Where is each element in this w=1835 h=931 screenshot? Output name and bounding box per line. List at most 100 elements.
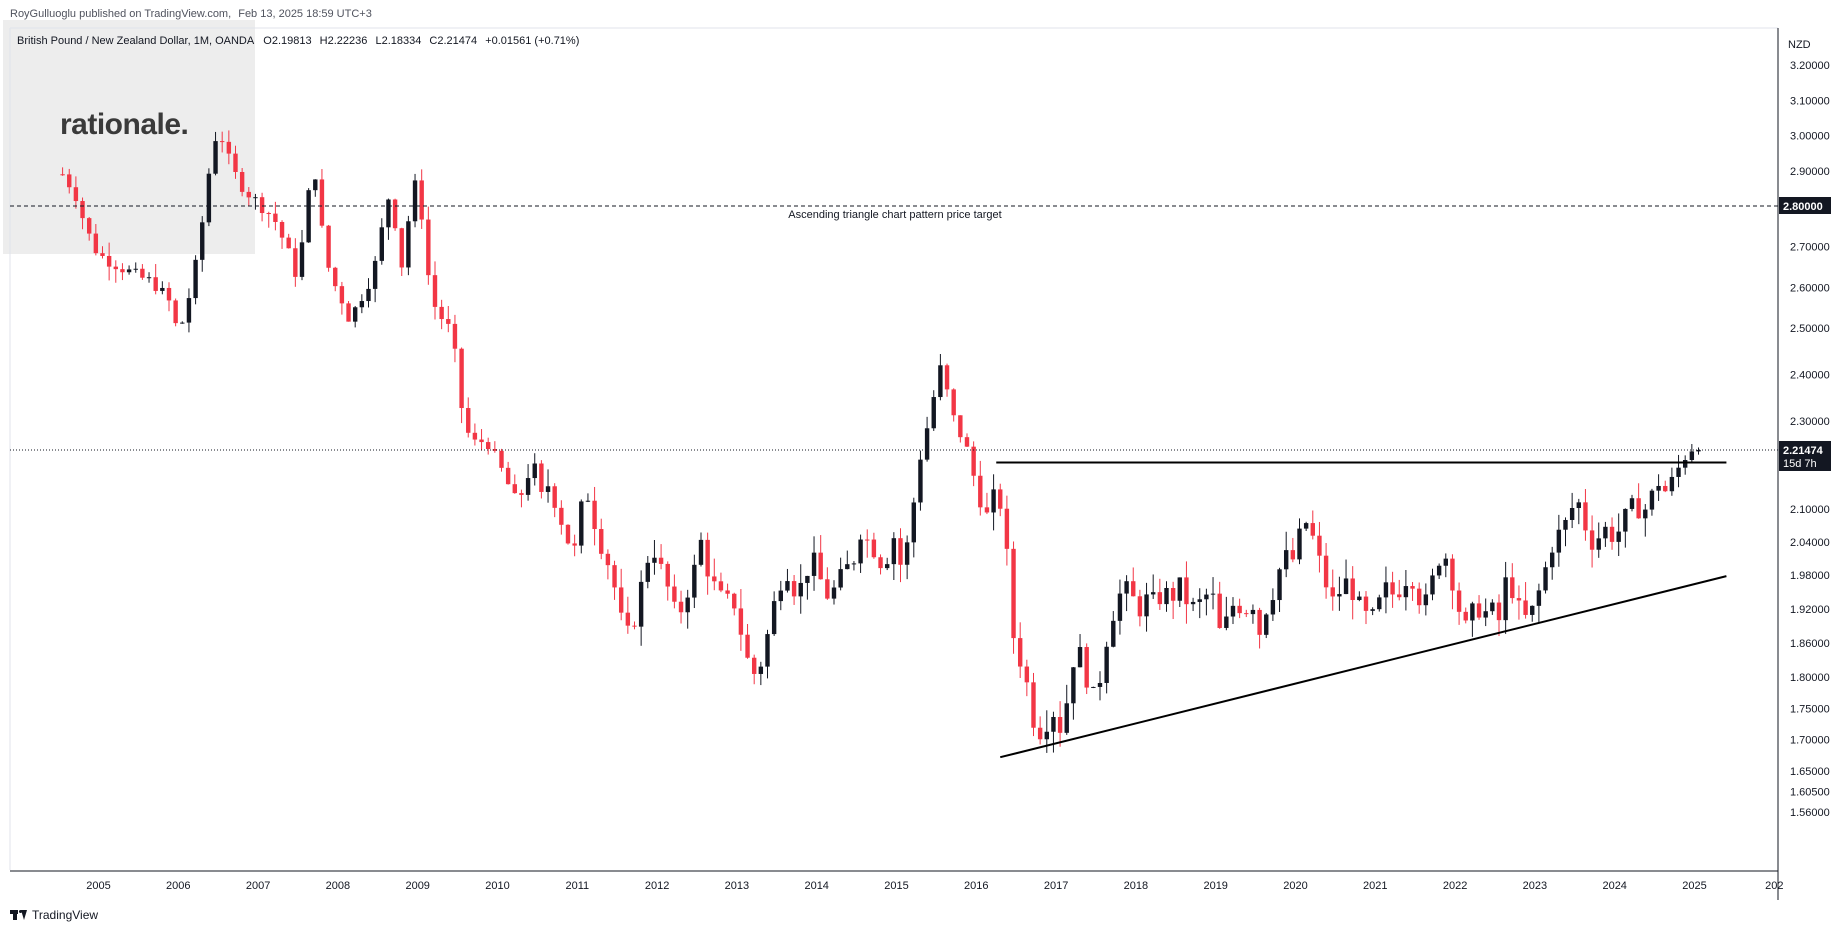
candle-body: [106, 255, 112, 267]
candle: [525, 464, 531, 501]
candle: [505, 461, 511, 485]
candle: [884, 557, 890, 571]
candle-body: [1283, 550, 1289, 570]
candle-body: [765, 634, 770, 667]
candle-body: [1696, 449, 1701, 452]
candle: [1569, 492, 1575, 529]
candle: [60, 167, 65, 176]
candle: [166, 282, 172, 312]
candle: [825, 567, 830, 600]
candle-body: [113, 266, 118, 270]
candle: [718, 572, 724, 593]
candle-body: [160, 287, 165, 291]
candle: [618, 568, 624, 621]
candle: [1124, 575, 1129, 612]
candle-body: [1569, 508, 1575, 520]
candle: [871, 532, 877, 559]
candle-body: [313, 179, 318, 191]
candle: [1077, 634, 1083, 668]
candle-body: [545, 486, 551, 492]
candle-body: [1111, 620, 1116, 647]
candle-body: [758, 666, 764, 674]
candle-body: [372, 260, 378, 289]
candle-body: [1150, 592, 1156, 595]
candle-body: [1217, 593, 1222, 628]
y-tick-label: 2.10000: [1790, 504, 1830, 516]
candle-body: [831, 587, 837, 599]
candle-body: [359, 301, 365, 308]
candle: [319, 169, 325, 228]
candle: [1217, 581, 1222, 629]
candle: [1623, 508, 1628, 548]
candle-body: [479, 439, 484, 443]
candle: [1277, 567, 1282, 612]
candle: [439, 299, 444, 330]
candle: [1051, 711, 1056, 753]
candle-body: [213, 141, 218, 174]
candle: [745, 623, 750, 659]
candle: [126, 265, 132, 275]
candle-body: [452, 323, 458, 349]
time-axis[interactable]: 2005 2006 2007 2008 2009 2010 2011 2012 2013 2014…: [86, 880, 1783, 892]
publisher-line: RoyGulluoglu published on TradingView.co…: [10, 8, 376, 20]
candle-body: [1383, 582, 1389, 598]
current-price-label-bg: [1779, 440, 1831, 471]
watermark-box: [3, 20, 255, 254]
candle-body: [1017, 638, 1023, 667]
candle: [372, 256, 378, 303]
candle: [818, 535, 823, 580]
candle: [1436, 563, 1442, 579]
candle: [1516, 585, 1522, 620]
candle: [1323, 543, 1329, 599]
candle-body: [1397, 594, 1402, 598]
candles-group: [60, 130, 1701, 753]
candle: [1017, 622, 1023, 679]
candle: [978, 460, 983, 516]
candle: [1057, 701, 1063, 747]
candle-body: [1536, 590, 1542, 606]
candle: [612, 560, 617, 600]
candle: [652, 540, 657, 575]
candle: [1097, 671, 1103, 701]
x-tick-label: 2018: [1124, 880, 1148, 892]
candle: [273, 201, 278, 231]
candle: [632, 621, 637, 630]
candle-body: [1623, 508, 1628, 532]
candle-body: [725, 590, 730, 594]
candle-body: [1423, 594, 1429, 606]
drawings-group: Ascending triangle chart pattern price t…: [10, 205, 1778, 759]
candle: [412, 173, 418, 228]
candle-body: [406, 221, 411, 268]
candle-body: [1131, 581, 1136, 597]
candle: [811, 536, 817, 591]
candle-body: [226, 141, 232, 154]
target-price-label-bg: [1779, 197, 1831, 214]
candle-body: [266, 213, 271, 215]
candle: [160, 281, 165, 295]
tradingview-footer[interactable]: TradingView: [10, 908, 98, 922]
candle: [406, 215, 411, 276]
candle: [67, 168, 72, 194]
candle-body: [512, 484, 517, 494]
candle-body: [1144, 594, 1149, 617]
candle-body: [1004, 508, 1010, 549]
candle-body: [439, 306, 444, 320]
candle-body: [1616, 531, 1621, 542]
candle: [259, 192, 265, 222]
candle-body: [1237, 605, 1242, 614]
price-chart[interactable]: Ascending triangle chart pattern price t…: [0, 0, 1835, 900]
candle-body: [1676, 467, 1681, 477]
price-axis[interactable]: NZD 1.56000 1.60500 1.65000 1.70000 1.75000 1…: [1788, 39, 1830, 819]
x-tick-label: 2023: [1523, 880, 1547, 892]
candle-body: [705, 539, 710, 577]
candle: [1423, 583, 1429, 616]
candle: [638, 570, 644, 646]
candle-body: [1370, 609, 1375, 611]
candle-body: [732, 593, 737, 609]
candle-body: [865, 539, 870, 541]
candle-body: [838, 569, 843, 588]
candle: [1503, 561, 1508, 634]
tradingview-brand: TradingView: [32, 908, 99, 922]
candle-body: [1310, 523, 1315, 536]
candle: [798, 564, 803, 614]
